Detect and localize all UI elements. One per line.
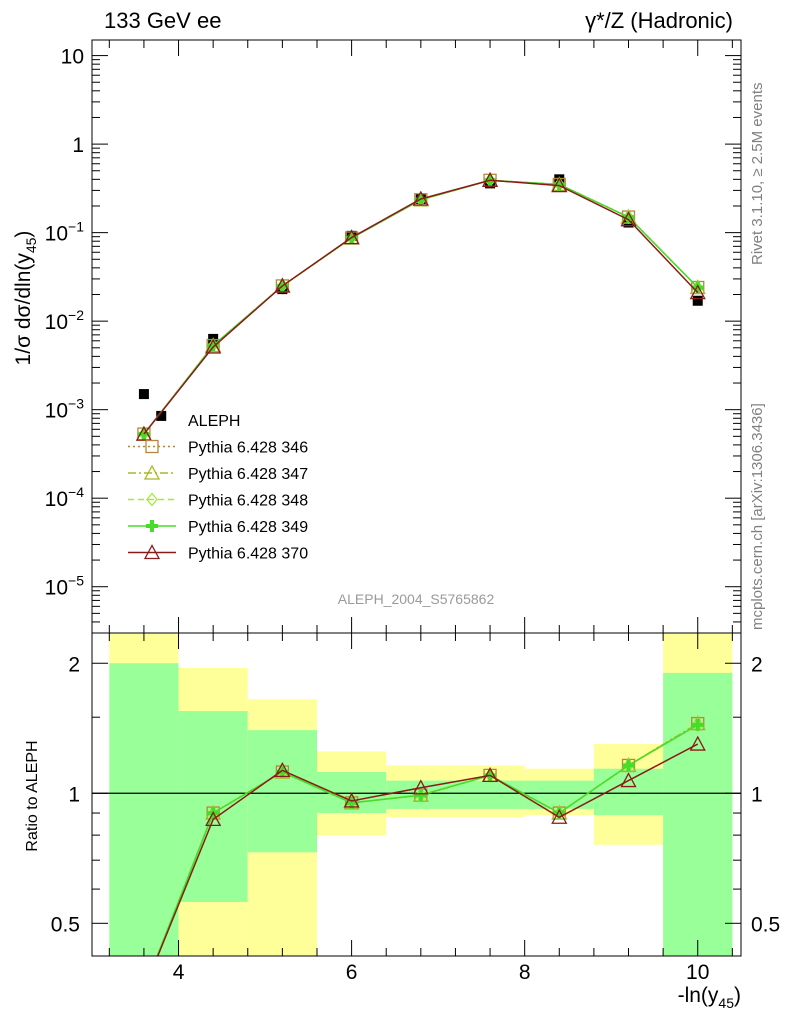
ratio-point-4-1: [205, 811, 222, 827]
band-green-0: [109, 663, 179, 956]
ratio-ylabel: Ratio to ALEPH: [24, 740, 41, 851]
ratio-point-4-4: [412, 779, 429, 795]
legend-marker-5: [143, 544, 161, 560]
ratio-point-3-3: [345, 796, 358, 809]
main-ylabel: 1/σ dσ/dln(y45): [12, 231, 39, 366]
cross-marker-horizontal: [553, 811, 566, 816]
data-point-1: [156, 410, 167, 421]
ratio-point-4-5: [481, 767, 499, 783]
main-point-4-1: [207, 339, 220, 352]
main-point-5-2: [274, 277, 291, 293]
cross-marker-horizontal: [622, 215, 635, 220]
ratio-frame: [91, 632, 742, 957]
ratio-point-4-3: [343, 792, 360, 808]
ratio-line-4: [156, 743, 699, 956]
main-line-4: [143, 179, 699, 435]
cross-marker-horizontal: [207, 343, 220, 348]
cross-marker-horizontal: [553, 182, 566, 187]
rivet-label: Rivet 3.1.10, ≥ 2.5M events: [749, 83, 766, 266]
main-y-axis: 10 1 10−1 10−2 10−3 10−4 10−5: [45, 46, 741, 634]
legend: ALEPH Pythia 6.428 346 Pythia 6.428 347 Pyt…: [128, 413, 308, 563]
ratio-ytick-label-right-1: 1: [751, 783, 763, 806]
band-green-6: [593, 768, 664, 816]
header-left: 133 GeV ee: [104, 8, 221, 33]
main-ytick-label-5: 10−4: [45, 484, 85, 511]
main-point-5-1: [205, 338, 222, 354]
main-point-5-5: [481, 171, 499, 187]
header-right: γ*/Z (Hadronic): [585, 8, 733, 33]
ratio-point-3-4: [414, 789, 427, 802]
cross-marker-horizontal: [691, 722, 704, 727]
ratio-point-4-2: [274, 761, 291, 777]
data-point-9: [692, 295, 703, 306]
main-line-2: [143, 179, 699, 435]
ratio-series: [156, 715, 706, 956]
main-ytick-label-2: 10−1: [45, 219, 85, 246]
ratio-ytick-label-right-0: 0.5: [751, 913, 780, 936]
ratio-ytick-label-left-2: 2: [68, 653, 80, 676]
ratio-ytick-label-left-1: 1: [68, 783, 80, 806]
ratio-point-3-8: [691, 718, 704, 731]
analysis-label: ALEPH_2004_S5765862: [338, 591, 495, 607]
main-frame: [91, 39, 742, 634]
legend-marker-4: [146, 520, 158, 532]
ratio-point-3-2: [276, 766, 289, 779]
band-green-2: [247, 730, 317, 853]
cross-marker-horizontal: [146, 524, 158, 528]
xtick-label-3: 10: [686, 961, 709, 984]
cross-marker-horizontal: [691, 285, 704, 290]
data-point-0: [138, 389, 149, 400]
main-point-5-8: [689, 284, 706, 300]
main-point-4-7: [622, 211, 635, 224]
legend-label-5: Pythia 6.428 370: [188, 546, 308, 563]
ratio-y-axis: 0.5 0.5 1 1 2 2: [51, 653, 780, 936]
main-point-5-7: [620, 211, 637, 227]
main-point-5-6: [551, 177, 568, 193]
xtick-label-1: 6: [346, 961, 358, 984]
legend-marker-1: [145, 439, 159, 454]
main-line-1: [143, 179, 699, 435]
ratio-point-4-8: [689, 735, 706, 751]
main-point-5-3: [343, 229, 360, 245]
cross-marker-horizontal: [414, 793, 427, 798]
xtick-label-0: 4: [173, 961, 185, 984]
main-ytick-label-6: 10−5: [45, 573, 85, 600]
ratio-point-3-6: [553, 807, 566, 820]
main-ytick-label-0: 10: [61, 46, 84, 69]
ratio-point-4-7: [620, 772, 637, 788]
ratio-ytick-label-left-0: 0.5: [51, 913, 80, 936]
legend-marker-3: [146, 492, 158, 507]
legend-marker-2: [143, 464, 161, 480]
main-line-5: [143, 179, 699, 435]
legend-label-2: Pythia 6.428 347: [188, 466, 308, 483]
main-series: [135, 171, 706, 442]
main-point-5-0: [135, 425, 153, 441]
ratio-ytick-label-right-2: 2: [751, 653, 763, 676]
main-ytick-label-1: 1: [72, 134, 84, 157]
legend-label-1: Pythia 6.428 346: [188, 440, 308, 457]
x-axis: 4 6 8 10: [108, 40, 733, 984]
main-point-5-4: [412, 190, 429, 206]
mcplots-label: mcplots.cern.ch [arXiv:1306.3436]: [749, 403, 766, 630]
legend-label-3: Pythia 6.428 348: [188, 493, 308, 510]
cross-marker-horizontal: [622, 763, 635, 768]
legend-label-0: ALEPH: [188, 413, 240, 430]
main-ytick-label-4: 10−3: [45, 396, 85, 423]
ratio-point-3-7: [622, 759, 635, 772]
legend-label-4: Pythia 6.428 349: [188, 519, 308, 536]
cross-marker-horizontal: [345, 800, 358, 805]
main-ytick-label-3: 10−2: [45, 307, 85, 334]
main-line-3: [143, 179, 699, 435]
xtick-label-2: 8: [519, 961, 531, 984]
xlabel: -ln(y45): [678, 984, 741, 1011]
ratio-point-4-6: [551, 808, 568, 824]
main-point-4-8: [691, 281, 704, 294]
main-point-4-6: [553, 178, 566, 191]
cross-marker-horizontal: [276, 770, 289, 775]
